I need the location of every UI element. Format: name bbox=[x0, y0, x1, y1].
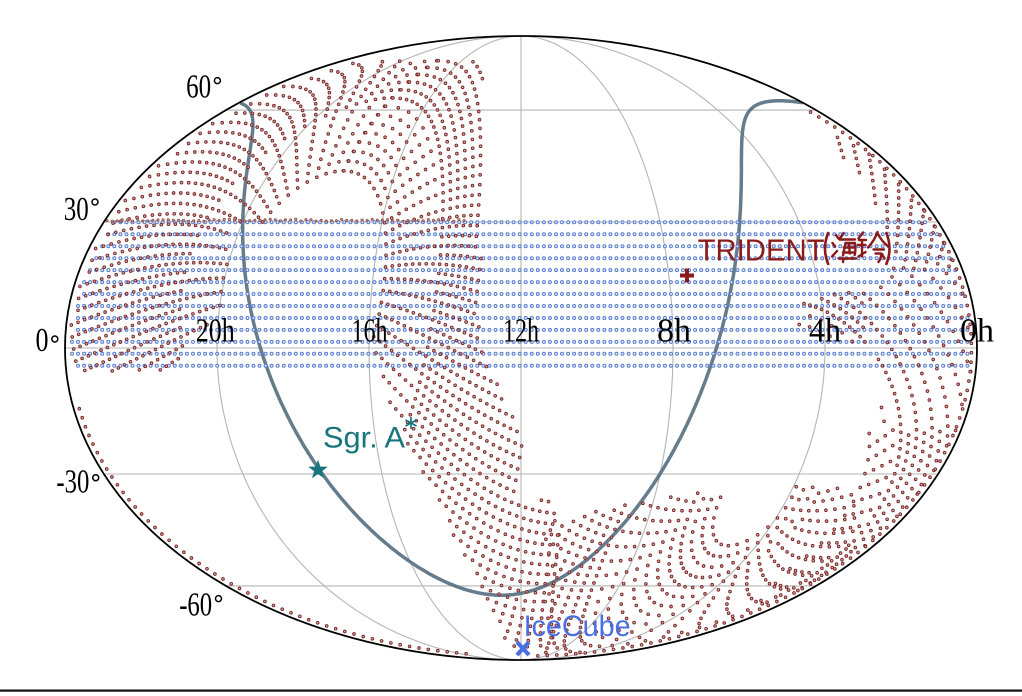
svg-text:12h: 12h bbox=[503, 313, 539, 350]
svg-text:0h: 0h bbox=[960, 313, 994, 350]
svg-text:IceCube: IceCube bbox=[524, 610, 631, 643]
svg-text:-30: -30 bbox=[56, 464, 89, 501]
svg-text:20h: 20h bbox=[196, 313, 235, 350]
svg-text:16h: 16h bbox=[352, 313, 388, 350]
svg-text:0: 0 bbox=[36, 322, 49, 359]
svg-text:TRIDENT: TRIDENT bbox=[698, 233, 825, 268]
svg-text:60: 60 bbox=[186, 69, 211, 106]
svg-text:8h: 8h bbox=[657, 313, 691, 350]
svg-text:4h: 4h bbox=[809, 313, 841, 350]
svg-text:Sgr. A: Sgr. A bbox=[323, 422, 405, 455]
svg-text:30: 30 bbox=[64, 191, 89, 228]
svg-text:-60: -60 bbox=[179, 587, 212, 624]
